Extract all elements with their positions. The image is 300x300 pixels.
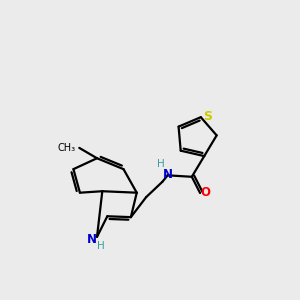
Text: H: H	[97, 241, 104, 251]
Text: H: H	[157, 159, 165, 169]
Text: N: N	[87, 233, 97, 246]
Text: N: N	[163, 168, 173, 181]
Text: S: S	[203, 110, 212, 123]
Text: O: O	[200, 187, 210, 200]
Text: CH₃: CH₃	[58, 143, 76, 153]
